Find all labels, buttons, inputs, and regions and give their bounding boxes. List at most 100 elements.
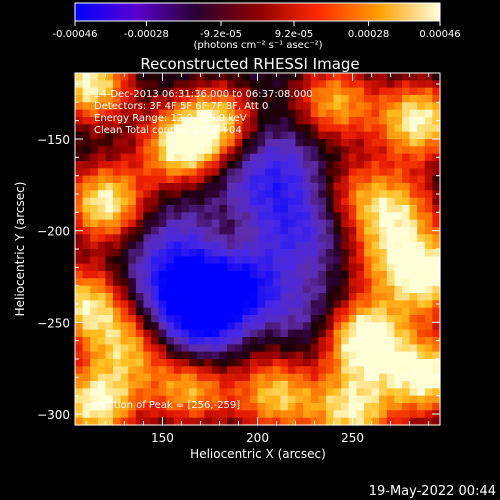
heatmap-cell — [113, 249, 122, 257]
heatmap-cell — [90, 168, 99, 177]
heatmap-cell — [219, 263, 228, 272]
heatmap-cell — [196, 388, 205, 397]
heatmap-cell — [341, 102, 350, 111]
heatmap-cell — [265, 190, 274, 199]
heatmap-cell — [363, 271, 373, 279]
heatmap-cell — [211, 293, 221, 301]
heatmap-cell — [417, 315, 426, 323]
heatmap-cell — [227, 73, 236, 81]
heatmap-cell — [173, 219, 183, 228]
heatmap-cell — [181, 109, 190, 118]
heatmap-cell — [287, 146, 297, 155]
heatmap-cell — [128, 87, 137, 96]
heatmap-cell — [189, 381, 198, 389]
heatmap-cell — [204, 153, 213, 162]
heatmap-cell — [120, 146, 129, 155]
heatmap-cell — [394, 271, 403, 279]
heatmap-cell — [356, 227, 365, 235]
heatmap-cell — [181, 403, 190, 411]
heatmap-cell — [424, 351, 433, 360]
heatmap-cell — [371, 139, 380, 147]
heatmap-cell — [173, 337, 183, 345]
heatmap-cell — [394, 197, 403, 206]
heatmap-cell — [219, 381, 228, 389]
heatmap-cell — [219, 197, 228, 206]
heatmap-cell — [189, 285, 198, 294]
heatmap-cell — [363, 410, 373, 419]
heatmap-cell — [82, 175, 91, 184]
heatmap-cell — [90, 219, 99, 228]
heatmap-cell — [257, 175, 266, 184]
heatmap-cell — [287, 205, 297, 213]
heatmap-cell — [386, 117, 395, 125]
heatmap-cell — [265, 307, 274, 316]
heatmap-cell — [401, 227, 411, 235]
heatmap-cell — [249, 87, 259, 96]
heatmap-cell — [310, 403, 319, 411]
heatmap-cell — [409, 388, 418, 397]
heatmap-cell — [401, 381, 411, 389]
heatmap-cell — [166, 190, 175, 199]
heatmap-cell — [325, 403, 335, 411]
heatmap-cell — [295, 139, 304, 147]
heatmap-cell — [189, 124, 198, 133]
heatmap-cell — [90, 249, 99, 257]
x-axis-tick-labels: 150 200 250 — [151, 431, 364, 445]
heatmap-cell — [409, 278, 418, 287]
heatmap-cell — [173, 175, 183, 184]
heatmap-cell — [90, 278, 99, 287]
heatmap-cell — [287, 344, 297, 353]
heatmap-cell — [310, 109, 319, 118]
heatmap-cell — [242, 139, 251, 147]
heatmap-cell — [189, 307, 198, 316]
heatmap-cell — [249, 278, 259, 287]
heatmap-cell — [189, 73, 198, 81]
heatmap-cell — [196, 285, 205, 294]
heatmap-cell — [386, 109, 395, 118]
heatmap-cell — [128, 373, 137, 382]
heatmap-cell — [356, 139, 365, 147]
heatmap-cell — [158, 359, 167, 367]
heatmap-cell — [272, 205, 281, 213]
heatmap-cell — [272, 403, 281, 411]
heatmap-cell — [356, 395, 365, 404]
heatmap-cell — [97, 329, 107, 338]
heatmap-cell — [128, 205, 137, 213]
heatmap-cell — [379, 322, 388, 331]
heatmap-cell — [303, 315, 312, 323]
heatmap-cell — [82, 146, 91, 155]
heatmap-cell — [249, 249, 259, 257]
heatmap-cell — [333, 388, 342, 397]
heatmap-cell — [173, 315, 183, 323]
heatmap-cell — [303, 175, 312, 184]
heatmap-cell — [409, 373, 418, 382]
heatmap-cell — [310, 175, 319, 184]
colorbar-tick-label: -0.00046 — [53, 29, 98, 40]
heatmap-cell — [363, 168, 373, 177]
heatmap-cell — [105, 227, 114, 235]
heatmap-cell — [424, 403, 433, 411]
heatmap-cell — [249, 403, 259, 411]
heatmap-cell — [151, 322, 160, 331]
heatmap-cell — [234, 256, 243, 265]
heatmap-cell — [211, 278, 221, 287]
heatmap-cell — [113, 403, 122, 411]
heatmap-cell — [120, 249, 129, 257]
heatmap-cell — [333, 161, 342, 169]
heatmap-cell — [128, 175, 137, 184]
heatmap-cell — [401, 139, 411, 147]
heatmap-cell — [234, 219, 243, 228]
heatmap-cell — [287, 337, 297, 345]
heatmap-cell — [272, 153, 281, 162]
heatmap-cell — [417, 219, 426, 228]
heatmap-cell — [394, 249, 403, 257]
heatmap-cell — [325, 359, 335, 367]
heatmap-cell — [113, 146, 122, 155]
heatmap-cell — [135, 329, 145, 338]
heatmap-cell — [257, 73, 266, 81]
heatmap-cell — [356, 241, 365, 250]
heatmap-cell — [166, 131, 175, 140]
heatmap-cell — [113, 73, 122, 81]
heatmap-cell — [295, 300, 304, 309]
heatmap-cell — [166, 307, 175, 316]
